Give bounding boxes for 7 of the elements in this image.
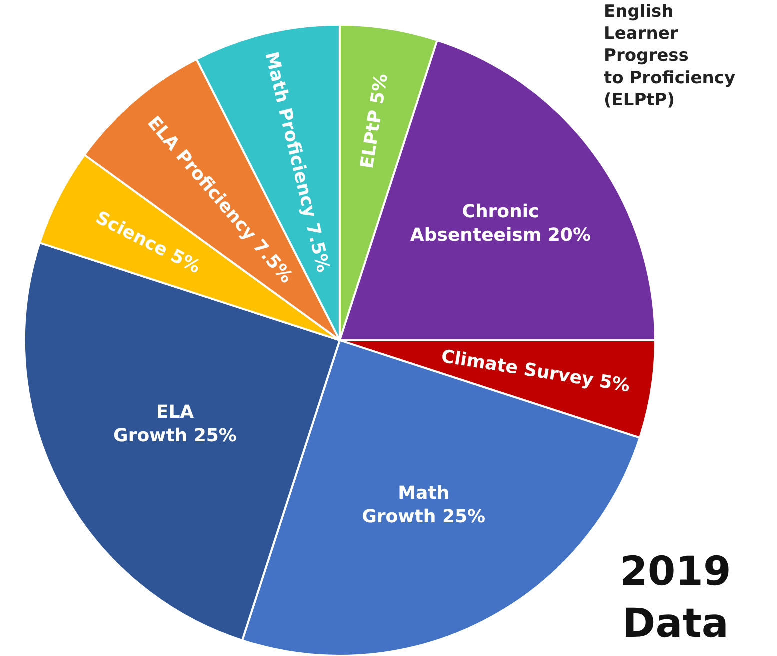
text: 2019 Data xyxy=(620,549,732,647)
text: English Learner Progress to Proficiency (ELPtP) xyxy=(604,2,736,110)
slice-label: Chronic Absenteeism 20% xyxy=(410,201,591,246)
slice-label: ELPtP 5% xyxy=(356,72,392,170)
slice-label: Math Growth 25% xyxy=(362,482,486,528)
slice-label: Climate Survey 5% xyxy=(440,346,632,397)
slice-label: ELA Growth 25% xyxy=(114,402,237,447)
